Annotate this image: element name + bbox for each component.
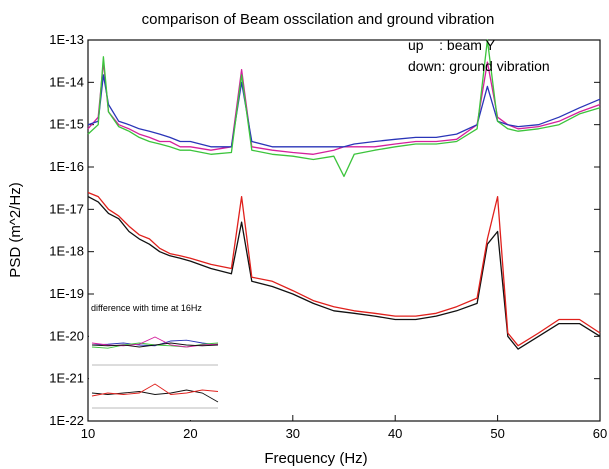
y-tick-label: 1E-13 — [49, 32, 84, 47]
y-tick-label: 1E-15 — [49, 117, 84, 132]
series-line-2 — [87, 74, 601, 148]
inset-lower-panel — [91, 383, 219, 409]
inset-series-2 — [91, 383, 219, 397]
y-tick-label: 1E-16 — [49, 159, 84, 174]
inset-series-1 — [91, 389, 219, 403]
y-tick-label: 1E-22 — [49, 413, 84, 428]
inset-upper-panel — [91, 336, 219, 366]
inset-title: difference with time at 16Hz — [91, 303, 202, 313]
x-axis-label: Frequency (Hz) — [264, 450, 367, 467]
series-line-5 — [87, 191, 601, 347]
x-tick-label: 10 — [81, 426, 95, 441]
y-axis-label: PSD (m^2/Hz) — [7, 182, 24, 277]
series-line-4 — [87, 196, 601, 350]
y-axis: 1E-22 1E-21 1E-20 1E-19 1E-18 1E-17 1E-16 1E-15… — [49, 32, 600, 428]
x-tick-label: 50 — [490, 426, 504, 441]
series-line-1 — [87, 61, 601, 155]
inset-series-4 — [91, 342, 219, 348]
plot-frame — [87, 39, 601, 422]
inset-chart: difference with time at 16Hz — [89, 300, 229, 420]
inset-frame — [89, 300, 229, 420]
y-tick-label: 1E-17 — [49, 201, 84, 216]
series-line-3 — [87, 39, 601, 178]
y-tick-label: 1E-20 — [49, 328, 84, 343]
plot-area — [87, 39, 601, 422]
y-tick-label: 1E-21 — [49, 371, 84, 386]
x-tick-label: 20 — [183, 426, 197, 441]
y-tick-label: 1E-19 — [49, 286, 84, 301]
series-layer — [87, 39, 601, 350]
chart-title: comparison of Beam osscilation and groun… — [142, 11, 495, 28]
x-axis: 10 20 30 40 50 60 — [81, 415, 607, 441]
y-tick-label: 1E-14 — [49, 74, 84, 89]
legend-note-up: up : beam Y — [408, 37, 496, 53]
x-tick-label: 60 — [593, 426, 607, 441]
y-tick-label: 1E-18 — [49, 244, 84, 259]
x-tick-label: 40 — [388, 426, 402, 441]
x-tick-label: 30 — [286, 426, 300, 441]
inset-series-1 — [91, 339, 219, 347]
legend-note-down: down: ground vibration — [408, 58, 550, 74]
